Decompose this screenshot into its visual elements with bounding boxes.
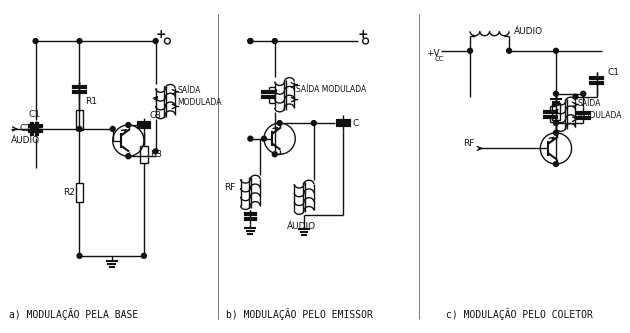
Text: RF: RF (224, 183, 236, 192)
Text: R2: R2 (63, 188, 74, 197)
Circle shape (126, 154, 131, 159)
Circle shape (142, 253, 146, 258)
Circle shape (581, 91, 586, 96)
Text: ÁUDIO: ÁUDIO (287, 222, 316, 231)
Bar (76, 110, 83, 130)
Circle shape (554, 121, 558, 126)
Circle shape (272, 152, 277, 157)
Text: C1: C1 (608, 68, 620, 77)
Text: SAÍDA MODULADA: SAÍDA MODULADA (296, 85, 367, 94)
Circle shape (153, 39, 158, 44)
Circle shape (77, 127, 82, 131)
Circle shape (554, 162, 558, 166)
Text: C1: C1 (28, 110, 40, 119)
Text: +: + (357, 28, 368, 41)
Circle shape (126, 123, 131, 128)
Text: RF: RF (464, 139, 475, 148)
Text: b) MODULAÇÃO PELO EMISSOR: b) MODULAÇÃO PELO EMISSOR (226, 308, 373, 320)
Text: C: C (353, 119, 359, 128)
Circle shape (554, 91, 558, 96)
Text: SAÍDA
MODULADA: SAÍDA MODULADA (578, 99, 622, 120)
Circle shape (33, 127, 38, 131)
Circle shape (248, 136, 253, 141)
Text: R1: R1 (85, 97, 98, 106)
Circle shape (77, 253, 82, 258)
Bar (76, 182, 83, 202)
Circle shape (248, 39, 253, 44)
Circle shape (33, 39, 38, 44)
Bar (140, 146, 148, 163)
Circle shape (311, 121, 316, 126)
Circle shape (248, 39, 253, 44)
Circle shape (554, 48, 558, 53)
Text: a) MODULAÇÃO PELA BASE: a) MODULAÇÃO PELA BASE (9, 308, 139, 320)
Circle shape (110, 127, 115, 131)
Text: CC: CC (435, 56, 444, 62)
Text: SAÍDA
MODULADA: SAÍDA MODULADA (177, 86, 222, 107)
Circle shape (77, 39, 82, 44)
Circle shape (277, 121, 282, 126)
Circle shape (554, 131, 558, 135)
Text: R3: R3 (150, 150, 162, 159)
Text: +V: +V (426, 49, 440, 58)
Text: C3: C3 (150, 111, 162, 120)
Circle shape (507, 48, 512, 53)
Text: ÁUDIO: ÁUDIO (514, 27, 543, 36)
Circle shape (261, 136, 266, 141)
Text: c) MODULAÇÃO PELO COLETOR: c) MODULAÇÃO PELO COLETOR (445, 308, 592, 320)
Circle shape (153, 149, 158, 154)
Circle shape (272, 39, 277, 44)
Text: ÁUDIO: ÁUDIO (11, 136, 40, 145)
Circle shape (467, 48, 472, 53)
Circle shape (573, 94, 578, 99)
Text: C2: C2 (20, 125, 32, 134)
Bar (552, 103, 560, 120)
Text: +: + (155, 28, 166, 41)
